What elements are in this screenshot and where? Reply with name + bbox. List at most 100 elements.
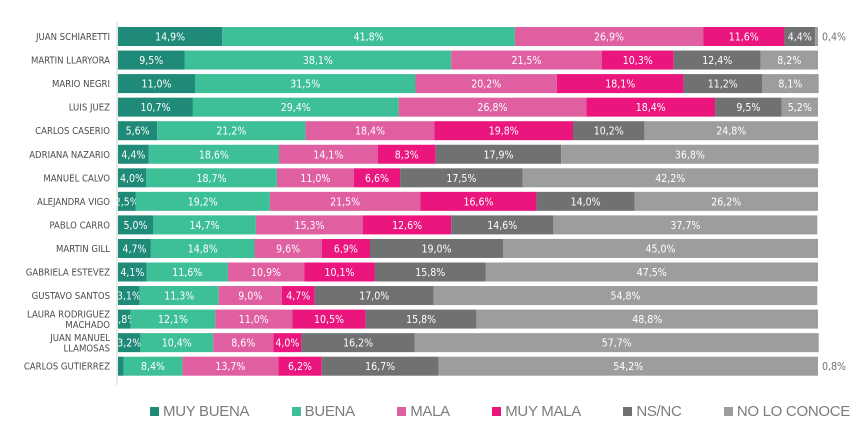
bar-segment-mala (415, 74, 557, 94)
data-label: 8,4% (141, 361, 165, 373)
bar-segment-no-lo-conoce (414, 333, 819, 353)
data-label: 42,2% (655, 173, 685, 185)
data-label: 14,7% (189, 220, 219, 232)
bar-segment-mala (213, 333, 274, 353)
data-label: 15,3% (294, 220, 324, 232)
data-label: 29,4% (281, 102, 311, 114)
data-label: 15,8% (415, 267, 445, 279)
data-label: 9,5% (736, 102, 760, 114)
data-label: 12,6% (392, 220, 422, 232)
bar-segment-buena (146, 168, 277, 188)
bar-segment-ns-nc (321, 356, 439, 376)
bar-segment-muy-buena (118, 286, 140, 306)
bar-segment-ns-nc (314, 286, 434, 306)
bar-segment-muy-buena (118, 238, 151, 258)
data-label: 8,6% (231, 338, 255, 350)
category-label: MARIO NEGRI (52, 79, 110, 90)
bar-segment-muy-buena (118, 144, 149, 164)
category-label: LAURA RODRIGUEZ MACHADO (27, 309, 110, 331)
category-label: JUAN SCHIARETTI (35, 32, 110, 43)
data-label: 9,0% (238, 291, 262, 303)
data-label: 18,4% (636, 102, 666, 114)
data-label: 54,8% (610, 291, 640, 303)
bar-segment-muy-mala (556, 74, 684, 94)
data-label: 4,7% (286, 291, 310, 303)
bar-segment-buena (192, 97, 399, 117)
legend-item-no-lo-conoce: NO LO CONOCE (723, 403, 850, 420)
legend-swatch (623, 406, 633, 416)
bar-segment-mala (215, 309, 293, 329)
bar-segment-no-lo-conoce (644, 121, 818, 141)
bar-segment-muy-mala (434, 121, 573, 141)
data-label: 4,0% (275, 338, 299, 350)
legend-swatch (397, 406, 407, 416)
bar-segment-muy-mala (273, 333, 302, 353)
data-label: 5,6% (126, 126, 150, 138)
bar-segment-buena (184, 50, 452, 70)
bar-segment-mala (451, 50, 602, 70)
data-label: 11,2% (708, 79, 738, 91)
data-label: 8,2% (777, 55, 801, 67)
bar-segment-no-lo-conoce (760, 50, 818, 70)
legend-item-mala: MALA (397, 403, 450, 420)
bar-segment-ns-nc (784, 27, 816, 46)
category-label: GABRIELA ESTEVEZ (26, 268, 110, 279)
data-label: 12,1% (158, 314, 188, 326)
data-label: 10,9% (251, 267, 281, 279)
category-label: MARTIN GILL (56, 244, 110, 255)
data-label: 17,0% (359, 291, 389, 303)
bar-segment-ns-nc (365, 309, 477, 329)
data-label: 19,2% (188, 196, 218, 208)
bar-segment-buena (123, 356, 183, 376)
bar-segment-mala (279, 144, 378, 164)
category-label: JUAN MANUEL LLAMOSAS (49, 333, 110, 355)
bar-segment-muy-mala (292, 309, 366, 329)
data-label: 54,2% (613, 361, 643, 373)
legend-item-muy-buena: MUY BUENA (150, 403, 250, 420)
data-label: 31,5% (290, 79, 320, 91)
bar-segment-muy-buena (118, 262, 147, 282)
category-label: ALEJANDRA VIGO (37, 197, 110, 208)
data-label: 14,8% (188, 243, 218, 255)
bar-segment-ns-nc (451, 215, 554, 235)
bar-segment-mala (255, 215, 363, 235)
data-label: 11,0% (141, 79, 171, 91)
data-label: 3,1% (117, 291, 141, 303)
bar-segment-muy-buena (118, 333, 141, 353)
bar-segment-ns-nc (673, 50, 761, 70)
category-label: MARTIN LLARYORA (31, 56, 110, 67)
bar-segment-muy-mala (353, 168, 401, 188)
data-label: 5,0% (124, 220, 148, 232)
bar-segment-ns-nc (374, 262, 486, 282)
data-label: 15,8% (406, 314, 436, 326)
data-label: 14,6% (487, 220, 517, 232)
data-label: 6,9% (334, 243, 358, 255)
data-label: 18,7% (196, 173, 226, 185)
data-label: 11,6% (729, 32, 759, 44)
category-label: GUSTAVO SANTOS (32, 291, 110, 302)
data-label: 8,1% (778, 79, 802, 91)
legend-label: MALA (410, 402, 450, 420)
data-label: 16,2% (343, 338, 373, 350)
data-label: 2,5% (115, 196, 139, 208)
bar-segment-muy-buena (118, 97, 193, 117)
legend-label: MUY MALA (505, 402, 581, 420)
bar-segment-ns-nc (573, 121, 645, 141)
data-label: 48,8% (632, 314, 662, 326)
data-label: 38,1% (303, 55, 333, 67)
legend-item-buena: BUENA (291, 403, 355, 420)
category-label: CARLOS CASERIO (35, 126, 110, 137)
data-label: 10,4% (162, 338, 192, 350)
data-label: 4,7% (122, 243, 146, 255)
legend-swatch (291, 406, 301, 416)
data-label: 16,6% (463, 196, 493, 208)
bar-segment-muy-mala (601, 50, 674, 70)
category-label: MANUEL CALVO (43, 173, 110, 184)
bar-segment-buena (157, 121, 306, 141)
data-label: 10,3% (623, 55, 653, 67)
bar-segment-mala (305, 121, 435, 141)
bar-segment-mala (227, 262, 305, 282)
data-label: 10,5% (314, 314, 344, 326)
bar-segment-muy-buena (118, 74, 195, 94)
